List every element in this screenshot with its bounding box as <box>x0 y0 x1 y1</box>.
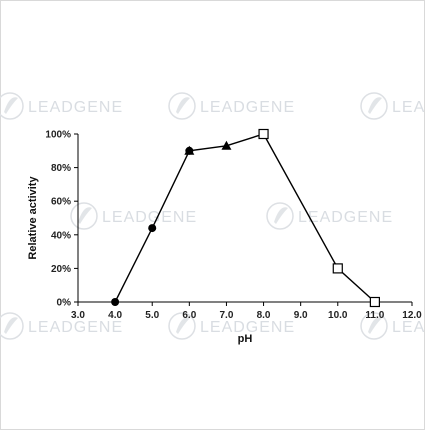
x-tick-label: 6.0 <box>182 310 196 321</box>
watermark: LEADGENE <box>266 202 393 230</box>
watermark-leaf-icon <box>4 317 18 334</box>
y-tick-label: 40% <box>51 230 71 241</box>
y-tick-label: 20% <box>51 264 71 275</box>
y-tick-label: 80% <box>51 163 71 174</box>
y-tick-label: 100% <box>45 130 71 141</box>
watermark-leaf-icon <box>78 207 92 224</box>
watermark: LEADGENE <box>0 92 123 120</box>
data-point-triangle <box>184 145 195 155</box>
watermark-text: LEADGENE <box>28 319 123 336</box>
watermark-text: LEADGENE <box>28 99 123 116</box>
x-tick-label: 9.0 <box>294 310 308 321</box>
watermark: LEADGENE <box>168 92 295 120</box>
data-point-square <box>332 263 343 274</box>
x-tick-label: 10.0 <box>328 310 348 321</box>
watermark: LEADGENE <box>168 312 295 340</box>
watermark-logo-icon <box>168 92 196 120</box>
watermark-text: LEADGENE <box>200 319 295 336</box>
watermark-logo-icon <box>0 312 24 340</box>
data-point-circle <box>148 224 157 233</box>
watermark-leaf-icon <box>274 207 288 224</box>
x-axis-title: pH <box>238 333 253 345</box>
watermark-logo-icon <box>70 202 98 230</box>
watermark: LEADGENE <box>70 202 197 230</box>
x-tick-label: 3.0 <box>71 310 85 321</box>
x-tick-label: 12.0 <box>402 310 422 321</box>
watermark: LEADGENE <box>0 312 123 340</box>
plot-area <box>111 128 380 308</box>
watermark: LEADGENE <box>360 312 425 340</box>
watermark-logo-icon <box>0 92 24 120</box>
watermark-text: LEADGENE <box>298 209 393 226</box>
watermark-logo-icon <box>360 92 388 120</box>
x-tick-label: 5.0 <box>145 310 159 321</box>
x-tick-label: 7.0 <box>219 310 233 321</box>
data-point-square <box>258 128 269 140</box>
watermark-text: LEADGENE <box>200 99 295 116</box>
x-tick-label: 11.0 <box>365 310 384 321</box>
watermark-leaf-icon <box>368 97 382 114</box>
watermark-leaf-icon <box>176 317 190 334</box>
y-tick-label: 60% <box>51 197 71 208</box>
watermark-logo-icon <box>266 202 294 230</box>
x-tick-label: 8.0 <box>257 310 271 321</box>
axes: 0% 20% 40% 60% 80% 100% 3.0 4.0 5.0 6.0 7.0 8.0 9.0 1… <box>45 130 422 322</box>
watermark-logo-icon <box>168 312 196 340</box>
watermark-logo-icon <box>360 312 388 340</box>
watermark: LEADGENE <box>360 92 425 120</box>
x-tick-label: 4.0 <box>108 310 122 321</box>
watermark-leaf-icon <box>4 97 18 114</box>
watermark-text: LEADGENE <box>392 99 425 116</box>
data-point-square <box>369 296 380 308</box>
y-tick-label: 0% <box>57 298 72 309</box>
watermark-text: LEADGENE <box>102 209 197 226</box>
watermark-leaf-icon <box>176 97 190 114</box>
watermark-layer: LEADGENE LEADGENE LEADGENE LEADGENE LEADGENE… <box>0 92 425 340</box>
data-point-circle <box>111 298 120 306</box>
data-point-triangle <box>221 140 232 150</box>
watermark-text: LEADGENE <box>392 319 425 336</box>
watermark-leaf-icon <box>368 317 382 334</box>
y-axis-title: Relative activity <box>27 176 39 260</box>
